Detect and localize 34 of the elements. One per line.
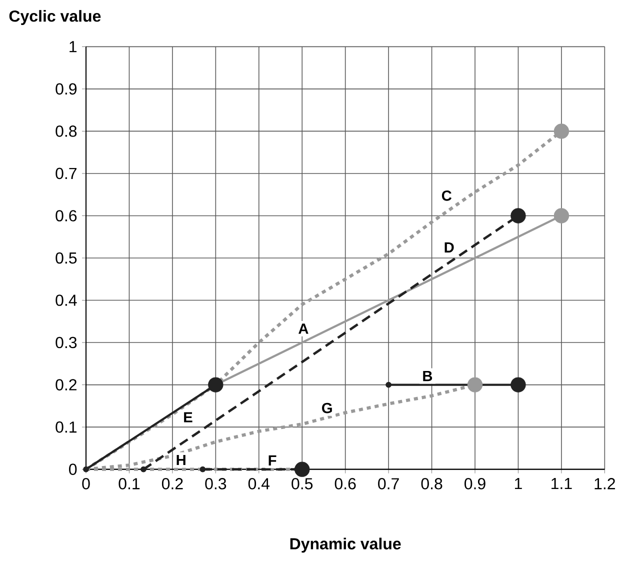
x-tick-label: 1 [514, 478, 522, 489]
series-label: G [322, 402, 332, 414]
x-tick-label: 0 [82, 478, 90, 490]
series-label: D [444, 242, 454, 252]
y-tick-label: 0.8 [56, 125, 77, 137]
x-tick-label: 0.8 [421, 478, 442, 490]
x-tick-label: 1.1 [552, 478, 572, 489]
x-axis-title: Dynamic value [290, 538, 401, 552]
series-label: B [423, 370, 432, 381]
y-tick-label: 0.5 [56, 252, 77, 264]
y-tick-label: 0.2 [56, 378, 76, 390]
y-tick-label: 0.3 [56, 336, 77, 348]
series-label: C [442, 190, 452, 201]
series-label: H [176, 454, 186, 465]
series-label: A [298, 323, 308, 334]
y-axis-title: Cyclic value [9, 10, 101, 25]
x-tick-label: 0.6 [334, 478, 356, 490]
x-tick-label: 0.9 [464, 478, 486, 490]
y-tick-label: 0.9 [56, 83, 77, 94]
y-tick-label: 0.1 [56, 421, 77, 433]
x-tick-label: 0.1 [118, 478, 140, 490]
y-tick-label: 1 [70, 41, 77, 52]
y-tick-label: 0 [69, 464, 77, 475]
x-tick-label: 0.5 [292, 478, 313, 490]
x-tick-label: 1.2 [594, 478, 615, 490]
x-tick-label: 0.3 [205, 478, 226, 490]
x-tick-label: 0.2 [162, 478, 183, 490]
y-tick-label: 0.4 [56, 294, 77, 306]
series-label: F [268, 455, 276, 466]
y-tick-label: 0.6 [56, 210, 77, 222]
x-tick-label: 0.7 [378, 478, 399, 490]
x-tick-label: 0.4 [248, 478, 270, 490]
series-label: E [184, 412, 192, 422]
y-tick-label: 0.7 [56, 168, 76, 179]
